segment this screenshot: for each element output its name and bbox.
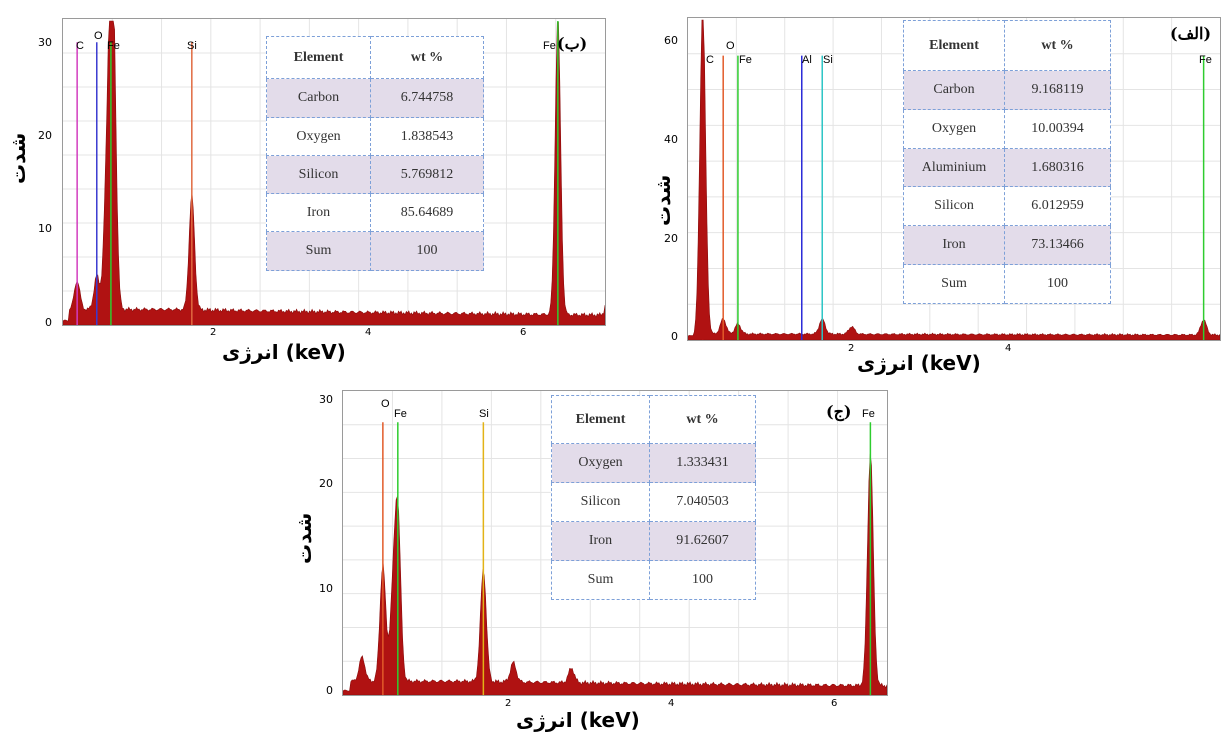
y-tick: 10	[319, 582, 333, 595]
x-axis-label: انرژی (keV)	[516, 708, 640, 732]
table-cell: 5.769812	[370, 155, 484, 194]
table-header: Element	[551, 395, 650, 444]
y-tick: 60	[664, 34, 678, 47]
table-cell: Iron	[551, 521, 650, 561]
table-cell: 9.168119	[1004, 70, 1111, 110]
y-axis-label: شدت	[292, 512, 316, 564]
spectrum-area	[688, 19, 1220, 340]
composition-table-b: Element wt % Carbon 6.744758 Oxygen 1.83854…	[266, 36, 484, 271]
table-header: wt %	[649, 395, 756, 444]
x-axis-label: انرژی (keV)	[857, 351, 981, 375]
x-tick: 2	[505, 698, 512, 709]
peak-label: C	[706, 54, 714, 66]
table-cell: 1.680316	[1004, 148, 1111, 187]
peak-label: C	[76, 40, 84, 52]
y-axis-label: شدت	[6, 132, 30, 184]
peak-label: Fe	[394, 408, 407, 420]
composition-table-a: Element wt % Carbon 9.168119 Oxygen 10.0039…	[903, 20, 1111, 304]
y-tick: 20	[319, 477, 333, 490]
table-header: Element	[903, 20, 1005, 71]
table-cell: Silicon	[903, 186, 1005, 226]
table-cell: 1.333431	[649, 443, 756, 483]
peak-label: Al	[802, 54, 812, 66]
peak-label: Fe	[862, 408, 875, 420]
table-cell: 100	[1004, 264, 1111, 304]
table-header: wt %	[1004, 20, 1111, 71]
spectrum-svg-b	[63, 19, 605, 325]
peak-label: O	[726, 40, 735, 52]
spectrum-area	[63, 20, 605, 325]
table-cell: Silicon	[266, 155, 371, 194]
x-tick: 4	[1005, 343, 1012, 354]
table-cell: 6.012959	[1004, 186, 1111, 226]
table-cell: Oxygen	[551, 443, 650, 483]
peak-label: Fe	[107, 40, 120, 52]
y-tick: 0	[326, 684, 333, 697]
peak-label: O	[94, 30, 103, 42]
peak-label: Fe	[543, 40, 556, 52]
table-cell: Carbon	[266, 78, 371, 118]
panel-label: (ب)	[557, 34, 588, 53]
table-cell: Iron	[903, 225, 1005, 265]
peak-label: Fe	[1199, 54, 1212, 66]
table-cell: Iron	[266, 193, 371, 232]
panel-label: (ج)	[826, 402, 852, 421]
peak-label: Si	[823, 54, 833, 66]
composition-table-c: Element wt % Oxygen 1.333431 Silicon 7.0405…	[551, 395, 756, 600]
table-header: wt %	[370, 36, 484, 79]
y-tick: 20	[664, 232, 678, 245]
peak-label: Si	[187, 40, 197, 52]
peak-label: Si	[479, 408, 489, 420]
table-cell: 10.00394	[1004, 109, 1111, 149]
x-tick: 2	[848, 343, 855, 354]
table-cell: 6.744758	[370, 78, 484, 118]
y-tick: 30	[38, 36, 52, 49]
y-tick: 40	[664, 133, 678, 146]
y-tick: 30	[319, 393, 333, 406]
x-tick: 2	[210, 327, 217, 338]
x-tick: 4	[365, 327, 372, 338]
table-cell: 100	[370, 231, 484, 271]
peak-label: O	[381, 398, 390, 410]
y-tick: 10	[38, 222, 52, 235]
table-cell: Aluminium	[903, 148, 1005, 187]
table-cell: 100	[649, 560, 756, 600]
y-axis-label: شدت	[651, 174, 675, 226]
x-tick: 6	[831, 698, 838, 709]
table-cell: 1.838543	[370, 117, 484, 156]
y-tick: 0	[671, 330, 678, 343]
table-cell: 7.040503	[649, 482, 756, 522]
y-tick: 20	[38, 129, 52, 142]
table-cell: 73.13466	[1004, 225, 1111, 265]
x-tick: 6	[520, 327, 527, 338]
table-cell: 91.62607	[649, 521, 756, 561]
table-cell: Oxygen	[266, 117, 371, 156]
table-header: Element	[266, 36, 371, 79]
table-cell: Sum	[903, 264, 1005, 304]
table-cell: Sum	[266, 231, 371, 271]
x-axis-label: انرژی (keV)	[222, 340, 346, 364]
peak-label: Fe	[739, 54, 752, 66]
table-cell: Sum	[551, 560, 650, 600]
table-cell: Silicon	[551, 482, 650, 522]
table-cell: 85.64689	[370, 193, 484, 232]
x-tick: 4	[668, 698, 675, 709]
y-tick: 0	[45, 316, 52, 329]
panel-label: (الف)	[1170, 24, 1212, 43]
table-cell: Oxygen	[903, 109, 1005, 149]
table-cell: Carbon	[903, 70, 1005, 110]
